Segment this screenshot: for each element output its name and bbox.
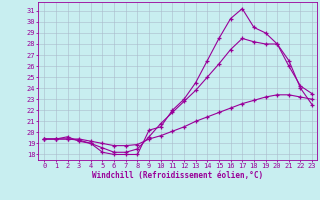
- X-axis label: Windchill (Refroidissement éolien,°C): Windchill (Refroidissement éolien,°C): [92, 171, 263, 180]
